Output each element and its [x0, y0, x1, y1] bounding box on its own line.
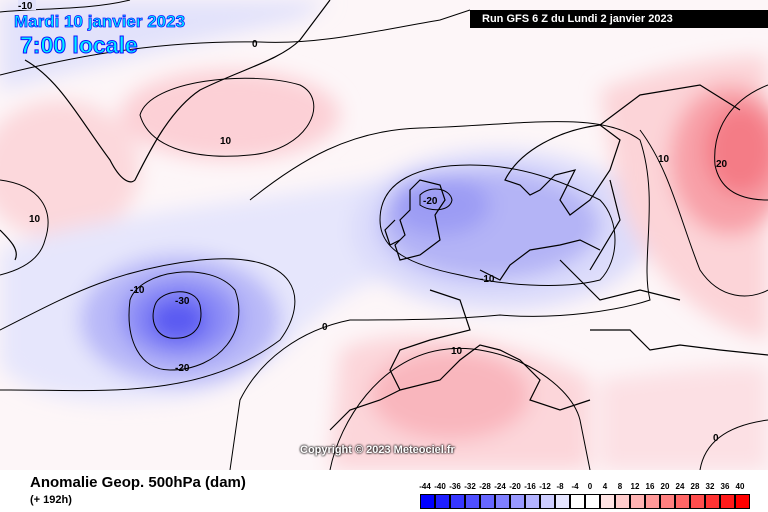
- legend-swatch: [630, 494, 645, 509]
- legend-label: -12: [539, 482, 551, 491]
- legend-swatch: [615, 494, 630, 509]
- legend-label: -20: [509, 482, 521, 491]
- contour-label: -20: [423, 196, 438, 207]
- legend-label: 36: [720, 482, 730, 491]
- legend-label: 28: [690, 482, 700, 491]
- contour-label: 10: [220, 136, 232, 147]
- legend-label: -44: [419, 482, 431, 491]
- contour-label: -10: [480, 274, 495, 285]
- legend-swatch: [525, 494, 540, 509]
- contour-label: 20: [716, 159, 728, 170]
- legend-label: 12: [630, 482, 640, 491]
- contour-labels: -10 0 10 10 -10 -30 -20 0 -20 -10 10 10 …: [18, 0, 728, 444]
- legend-label: 4: [602, 482, 608, 491]
- contour-label: -10: [18, 1, 33, 12]
- legend-label: 8: [617, 482, 623, 491]
- legend-swatch: [735, 494, 750, 509]
- copyright: Copyright © 2023 Meteociel.fr: [300, 444, 455, 456]
- contour-label: 0: [322, 322, 328, 333]
- legend-label: -32: [464, 482, 476, 491]
- contour-label: 0: [713, 433, 719, 444]
- contour-label: 10: [658, 154, 670, 165]
- legend-swatch: [465, 494, 480, 509]
- contour-label: 10: [29, 214, 41, 225]
- legend-label: -16: [524, 482, 536, 491]
- forecast-time: 7:00 locale: [20, 32, 139, 59]
- legend-swatch: [705, 494, 720, 509]
- legend-swatch: [720, 494, 735, 509]
- contour-label: 10: [451, 346, 463, 357]
- legend-swatch: [600, 494, 615, 509]
- coastlines: [0, 0, 768, 431]
- legend-swatch: [660, 494, 675, 509]
- contour-lines: [0, 0, 768, 470]
- legend-swatch: [510, 494, 525, 509]
- legend-swatch: [495, 494, 510, 509]
- legend-swatch: [540, 494, 555, 509]
- legend-label: -40: [434, 482, 446, 491]
- legend-swatch: [480, 494, 495, 509]
- legend-label: -8: [556, 482, 564, 491]
- legend-swatch: [645, 494, 660, 509]
- legend-label: -36: [449, 482, 461, 491]
- legend-label: -24: [494, 482, 506, 491]
- contour-label: 0: [252, 39, 258, 50]
- legend-swatch: [555, 494, 570, 509]
- legend-swatch: [570, 494, 585, 509]
- legend-swatch: [435, 494, 450, 509]
- legend-swatch: [585, 494, 600, 509]
- contour-label: -20: [175, 363, 190, 374]
- legend-swatch: [420, 494, 435, 509]
- legend-label: 32: [705, 482, 715, 491]
- legend-label: 40: [735, 482, 745, 491]
- parameter-title: Anomalie Geop. 500hPa (dam): [30, 474, 246, 491]
- legend-swatch: [675, 494, 690, 509]
- legend-swatch: [450, 494, 465, 509]
- legend-swatch: [690, 494, 705, 509]
- legend-label: -4: [571, 482, 579, 491]
- forecast-date: Mardi 10 janvier 2023: [14, 12, 186, 32]
- forecast-horizon: (+ 192h): [30, 494, 72, 506]
- anomaly-map: -10 0 10 10 -10 -30 -20 0 -20 -10 10 10 …: [0, 0, 768, 470]
- contour-label: -30: [175, 296, 190, 307]
- legend-label: 20: [660, 482, 670, 491]
- legend-label: -28: [479, 482, 491, 491]
- legend-label: 24: [675, 482, 685, 491]
- legend-label: 16: [645, 482, 655, 491]
- legend-label: 0: [587, 482, 593, 491]
- anomaly-fields: [0, 0, 768, 470]
- contour-label: -10: [130, 285, 145, 296]
- run-info: Run GFS 6 Z du Lundi 2 janvier 2023: [470, 10, 768, 28]
